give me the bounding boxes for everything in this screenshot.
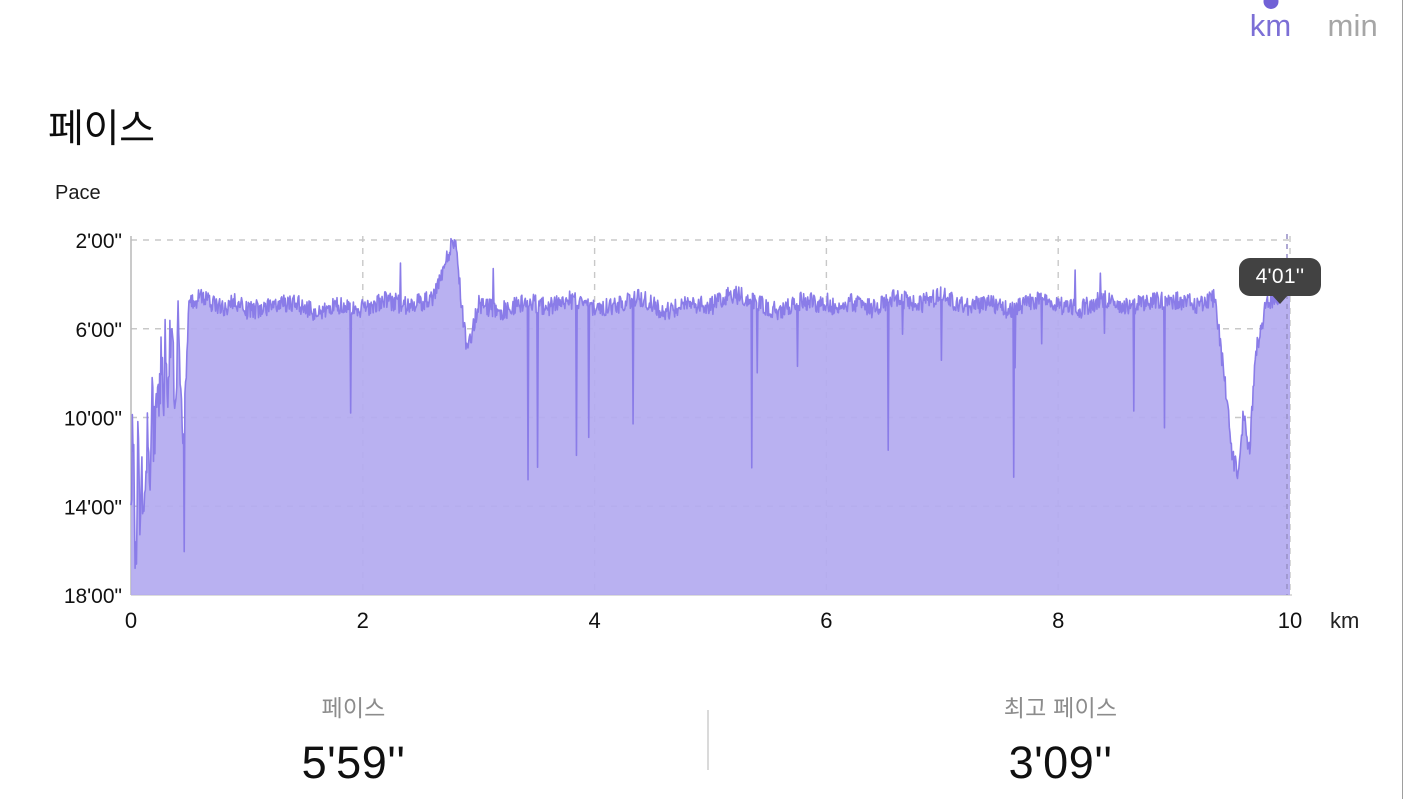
unit-option-min[interactable]: min bbox=[1327, 0, 1378, 52]
unit-option-min-label: min bbox=[1327, 8, 1378, 43]
svg-text:10'00": 10'00" bbox=[64, 408, 122, 431]
pace-line-stroke bbox=[130, 237, 1291, 570]
svg-text:18'00": 18'00" bbox=[64, 585, 122, 608]
svg-text:2: 2 bbox=[357, 608, 369, 633]
stat-best-pace-label: 최고 페이스 bbox=[1003, 695, 1118, 721]
chart-vertical-gridlines bbox=[362, 236, 1291, 595]
tooltip-arrow-icon bbox=[1271, 294, 1289, 304]
pace-tooltip-value: 4'01'' bbox=[1255, 265, 1305, 288]
chart-x-unit-label: km bbox=[1330, 608, 1359, 633]
chart-x-tick-labels: 0 2 4 6 8 10 bbox=[125, 608, 1302, 633]
unit-option-km[interactable]: km bbox=[1250, 0, 1292, 52]
stat-best-pace-value: 3'09'' bbox=[1008, 737, 1113, 788]
svg-text:4: 4 bbox=[588, 608, 600, 633]
stat-average-pace: 페이스 5'59'' bbox=[0, 672, 707, 799]
page-right-edge bbox=[1402, 0, 1403, 799]
svg-text:6'00": 6'00" bbox=[75, 319, 122, 342]
chart-y-axis-caption: Pace bbox=[55, 182, 101, 204]
stat-best-pace: 최고 페이스 3'09'' bbox=[707, 672, 1414, 799]
svg-text:6: 6 bbox=[820, 608, 832, 633]
svg-text:8: 8 bbox=[1052, 608, 1064, 633]
svg-text:10: 10 bbox=[1278, 608, 1302, 633]
pace-chart[interactable]: 2'00" 6'00" 10'00" 14'00" 18'00" 0 2 4 6 8 10 km bbox=[0, 0, 1414, 660]
unit-toggle[interactable]: km min bbox=[1250, 0, 1378, 56]
stats-divider bbox=[707, 710, 709, 770]
page-title: 페이스 bbox=[48, 108, 155, 151]
chart-y-tick-labels: 2'00" 6'00" 10'00" 14'00" 18'00" bbox=[64, 230, 122, 608]
pace-area-fill bbox=[131, 238, 1290, 595]
svg-text:2'00": 2'00" bbox=[75, 230, 122, 253]
svg-text:0: 0 bbox=[125, 608, 137, 633]
unit-option-km-label: km bbox=[1249, 8, 1292, 43]
chart-horizontal-gridlines bbox=[131, 239, 1292, 596]
stat-average-pace-value: 5'59'' bbox=[301, 737, 406, 788]
summary-stats: 페이스 5'59'' 최고 페이스 3'09'' bbox=[0, 672, 1414, 799]
stat-average-pace-label: 페이스 bbox=[321, 695, 386, 721]
selected-unit-dot-icon bbox=[1263, 0, 1279, 9]
pace-chart-svg: 2'00" 6'00" 10'00" 14'00" 18'00" 0 2 4 6 8 10 km bbox=[64, 230, 1360, 633]
svg-text:14'00": 14'00" bbox=[64, 496, 122, 519]
pace-tooltip: 4'01'' bbox=[1239, 258, 1321, 304]
